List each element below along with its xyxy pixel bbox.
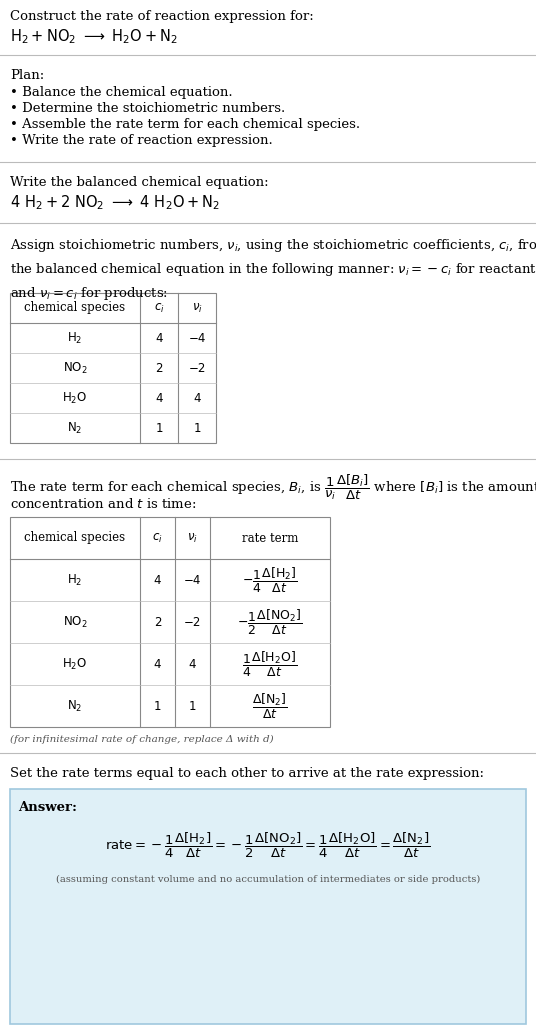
Text: Write the balanced chemical equation:: Write the balanced chemical equation:	[10, 176, 269, 189]
Text: The rate term for each chemical species, $B_i$, is $\dfrac{1}{\nu_i}\dfrac{\Delt: The rate term for each chemical species,…	[10, 473, 536, 503]
Bar	[10, 517, 330, 727]
Text: 1: 1	[155, 421, 163, 435]
Text: 4: 4	[154, 574, 161, 587]
Text: (for infinitesimal rate of change, replace Δ with d): (for infinitesimal rate of change, repla…	[10, 735, 273, 744]
Text: 4: 4	[189, 658, 196, 670]
Text: $\mathrm{N_2}$: $\mathrm{N_2}$	[68, 420, 83, 436]
Text: Assign stoichiometric numbers, $\nu_i$, using the stoichiometric coefficients, $: Assign stoichiometric numbers, $\nu_i$, …	[10, 237, 536, 302]
Text: 4: 4	[193, 392, 201, 404]
Text: −2: −2	[188, 362, 206, 374]
Text: $\nu_i$: $\nu_i$	[187, 531, 198, 545]
Text: • Write the rate of reaction expression.: • Write the rate of reaction expression.	[10, 134, 273, 147]
Text: −4: −4	[184, 574, 201, 587]
Text: Answer:: Answer:	[18, 801, 77, 814]
Bar	[10, 293, 216, 443]
Text: $\mathrm{H_2 + NO_2\ \longrightarrow\ H_2O + N_2}$: $\mathrm{H_2 + NO_2\ \longrightarrow\ H_…	[10, 27, 178, 45]
Text: 4: 4	[154, 658, 161, 670]
Text: 1: 1	[193, 421, 201, 435]
Text: $\mathrm{H_2O}$: $\mathrm{H_2O}$	[62, 391, 87, 406]
Text: −2: −2	[184, 616, 201, 628]
Text: Set the rate terms equal to each other to arrive at the rate expression:: Set the rate terms equal to each other t…	[10, 767, 484, 780]
Text: 1: 1	[154, 699, 161, 712]
Text: $\mathrm{H_2O}$: $\mathrm{H_2O}$	[62, 657, 87, 671]
Text: chemical species: chemical species	[25, 301, 125, 315]
Text: $\mathrm{rate} = -\dfrac{1}{4}\dfrac{\Delta[\mathrm{H_2}]}{\Delta t}= -\dfrac{1}: $\mathrm{rate} = -\dfrac{1}{4}\dfrac{\De…	[105, 831, 431, 859]
Text: $\mathrm{NO_2}$: $\mathrm{NO_2}$	[63, 361, 87, 375]
Text: $\dfrac{\Delta[\mathrm{N_2}]}{\Delta t}$: $\dfrac{\Delta[\mathrm{N_2}]}{\Delta t}$	[252, 692, 288, 721]
Text: $-\dfrac{1}{2}\dfrac{\Delta[\mathrm{NO_2}]}{\Delta t}$: $-\dfrac{1}{2}\dfrac{\Delta[\mathrm{NO_2…	[237, 608, 303, 636]
Text: • Assemble the rate term for each chemical species.: • Assemble the rate term for each chemic…	[10, 118, 360, 131]
Bar	[10, 790, 526, 1024]
Text: Plan:: Plan:	[10, 69, 44, 82]
Text: concentration and $t$ is time:: concentration and $t$ is time:	[10, 497, 197, 511]
Text: • Determine the stoichiometric numbers.: • Determine the stoichiometric numbers.	[10, 102, 285, 115]
Text: $\dfrac{1}{4}\dfrac{\Delta[\mathrm{H_2O}]}{\Delta t}$: $\dfrac{1}{4}\dfrac{\Delta[\mathrm{H_2O}…	[242, 650, 297, 678]
Text: $\mathrm{H_2}$: $\mathrm{H_2}$	[68, 330, 83, 345]
Text: (assuming constant volume and no accumulation of intermediates or side products): (assuming constant volume and no accumul…	[56, 875, 480, 884]
Text: 4: 4	[155, 331, 163, 344]
Text: $c_i$: $c_i$	[152, 531, 163, 545]
Text: $c_i$: $c_i$	[154, 301, 165, 315]
Text: 2: 2	[154, 616, 161, 628]
Text: $\mathrm{4\ H_2 + 2\ NO_2\ \longrightarrow\ 4\ H_2O + N_2}$: $\mathrm{4\ H_2 + 2\ NO_2\ \longrightarr…	[10, 193, 220, 212]
Text: −4: −4	[188, 331, 206, 344]
Text: 4: 4	[155, 392, 163, 404]
Text: • Balance the chemical equation.: • Balance the chemical equation.	[10, 86, 233, 99]
Text: Construct the rate of reaction expression for:: Construct the rate of reaction expressio…	[10, 10, 314, 23]
Text: $-\dfrac{1}{4}\dfrac{\Delta[\mathrm{H_2}]}{\Delta t}$: $-\dfrac{1}{4}\dfrac{\Delta[\mathrm{H_2}…	[242, 565, 298, 594]
Text: $\mathrm{N_2}$: $\mathrm{N_2}$	[68, 698, 83, 713]
Text: 2: 2	[155, 362, 163, 374]
Text: $\nu_i$: $\nu_i$	[191, 301, 203, 315]
Text: $\mathrm{H_2}$: $\mathrm{H_2}$	[68, 573, 83, 588]
Text: rate term: rate term	[242, 531, 298, 545]
Text: 1: 1	[189, 699, 196, 712]
Text: $\mathrm{NO_2}$: $\mathrm{NO_2}$	[63, 615, 87, 629]
Text: chemical species: chemical species	[25, 531, 125, 545]
